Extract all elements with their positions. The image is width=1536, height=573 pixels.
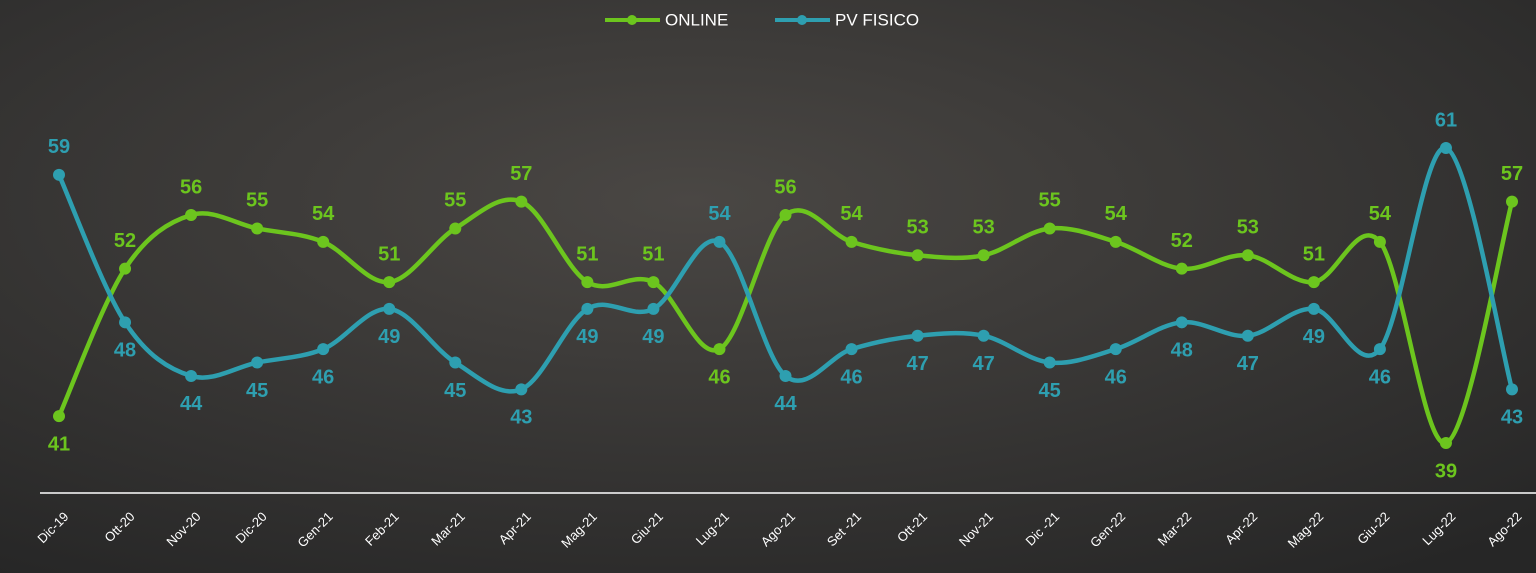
data-point bbox=[1439, 142, 1452, 154]
data-label: 56 bbox=[180, 176, 202, 198]
data-label: 54 bbox=[312, 203, 335, 225]
data-point bbox=[53, 168, 65, 181]
data-point bbox=[581, 276, 594, 289]
data-label: 51 bbox=[1303, 243, 1325, 265]
data-label: 57 bbox=[1501, 163, 1523, 185]
data-point bbox=[185, 209, 198, 222]
data-point bbox=[1043, 356, 1056, 369]
data-label: 54 bbox=[1369, 203, 1392, 225]
data-point bbox=[779, 369, 792, 382]
data-point bbox=[713, 343, 726, 356]
data-label: 57 bbox=[510, 163, 532, 185]
data-label: 41 bbox=[48, 433, 70, 455]
data-point bbox=[713, 235, 726, 248]
data-label: 53 bbox=[973, 217, 995, 239]
data-point bbox=[977, 249, 990, 262]
data-label: 53 bbox=[906, 217, 928, 239]
data-point bbox=[119, 316, 132, 329]
data-point bbox=[317, 343, 330, 356]
legend-marker bbox=[627, 15, 637, 25]
data-label: 55 bbox=[444, 190, 466, 212]
data-label: 59 bbox=[48, 136, 70, 158]
data-point bbox=[1109, 235, 1122, 248]
data-label: 45 bbox=[246, 380, 268, 402]
legend-label: PV FISICO bbox=[835, 10, 919, 29]
data-point bbox=[449, 222, 462, 235]
data-point bbox=[1175, 262, 1188, 275]
data-point bbox=[383, 302, 396, 315]
data-label: 54 bbox=[708, 203, 731, 225]
data-label: 47 bbox=[906, 353, 928, 375]
data-label: 49 bbox=[642, 326, 664, 348]
data-label: 48 bbox=[114, 340, 136, 362]
data-label: 47 bbox=[1237, 353, 1259, 375]
data-label: 61 bbox=[1435, 109, 1457, 131]
data-point bbox=[53, 410, 65, 423]
data-point bbox=[911, 329, 924, 342]
data-label: 55 bbox=[1039, 190, 1061, 212]
data-point bbox=[1241, 249, 1254, 262]
data-point bbox=[647, 302, 660, 315]
data-point bbox=[251, 222, 264, 235]
data-label: 48 bbox=[1171, 340, 1193, 362]
data-point bbox=[1241, 329, 1254, 342]
data-point bbox=[1307, 276, 1320, 289]
data-point bbox=[977, 329, 990, 342]
data-label: 51 bbox=[576, 243, 598, 265]
data-point bbox=[1373, 235, 1386, 248]
data-label: 55 bbox=[246, 190, 268, 212]
data-point bbox=[119, 262, 132, 275]
data-label: 44 bbox=[180, 393, 203, 415]
data-label: 54 bbox=[1105, 203, 1128, 225]
data-point bbox=[845, 235, 858, 248]
data-label: 52 bbox=[114, 230, 136, 252]
data-label: 46 bbox=[708, 366, 730, 388]
data-label: 46 bbox=[1105, 366, 1127, 388]
data-label: 49 bbox=[378, 326, 400, 348]
data-label: 52 bbox=[1171, 230, 1193, 252]
data-point bbox=[1175, 316, 1188, 329]
data-point bbox=[515, 195, 528, 208]
legend-label: ONLINE bbox=[665, 10, 728, 29]
data-label: 45 bbox=[1039, 380, 1061, 402]
data-point bbox=[911, 249, 924, 262]
data-label: 47 bbox=[973, 353, 995, 375]
data-label: 53 bbox=[1237, 217, 1259, 239]
data-point bbox=[647, 276, 660, 289]
data-label: 43 bbox=[1501, 407, 1523, 429]
data-label: 51 bbox=[642, 243, 664, 265]
data-point bbox=[581, 302, 594, 315]
data-label: 43 bbox=[510, 407, 532, 429]
data-point bbox=[1043, 222, 1056, 235]
data-label: 49 bbox=[576, 326, 598, 348]
data-label: 56 bbox=[774, 176, 796, 198]
data-point bbox=[1109, 343, 1122, 356]
legend-marker bbox=[797, 15, 807, 25]
data-point bbox=[383, 276, 396, 289]
data-point bbox=[1506, 383, 1518, 396]
data-point bbox=[1439, 437, 1452, 449]
data-point bbox=[779, 209, 792, 222]
data-label: 44 bbox=[774, 393, 797, 415]
data-point bbox=[1373, 343, 1386, 356]
data-point bbox=[845, 343, 858, 356]
data-label: 46 bbox=[840, 366, 862, 388]
data-label: 49 bbox=[1303, 326, 1325, 348]
data-point bbox=[251, 356, 264, 369]
data-point bbox=[1307, 302, 1320, 315]
data-point bbox=[185, 369, 198, 382]
data-point bbox=[317, 235, 330, 248]
data-label: 46 bbox=[312, 366, 334, 388]
data-label: 54 bbox=[840, 203, 863, 225]
data-label: 46 bbox=[1369, 366, 1391, 388]
data-point bbox=[1506, 195, 1518, 208]
data-point bbox=[515, 383, 528, 396]
data-point bbox=[449, 356, 462, 369]
data-label: 45 bbox=[444, 380, 466, 402]
data-label: 39 bbox=[1435, 460, 1457, 482]
data-label: 51 bbox=[378, 243, 400, 265]
